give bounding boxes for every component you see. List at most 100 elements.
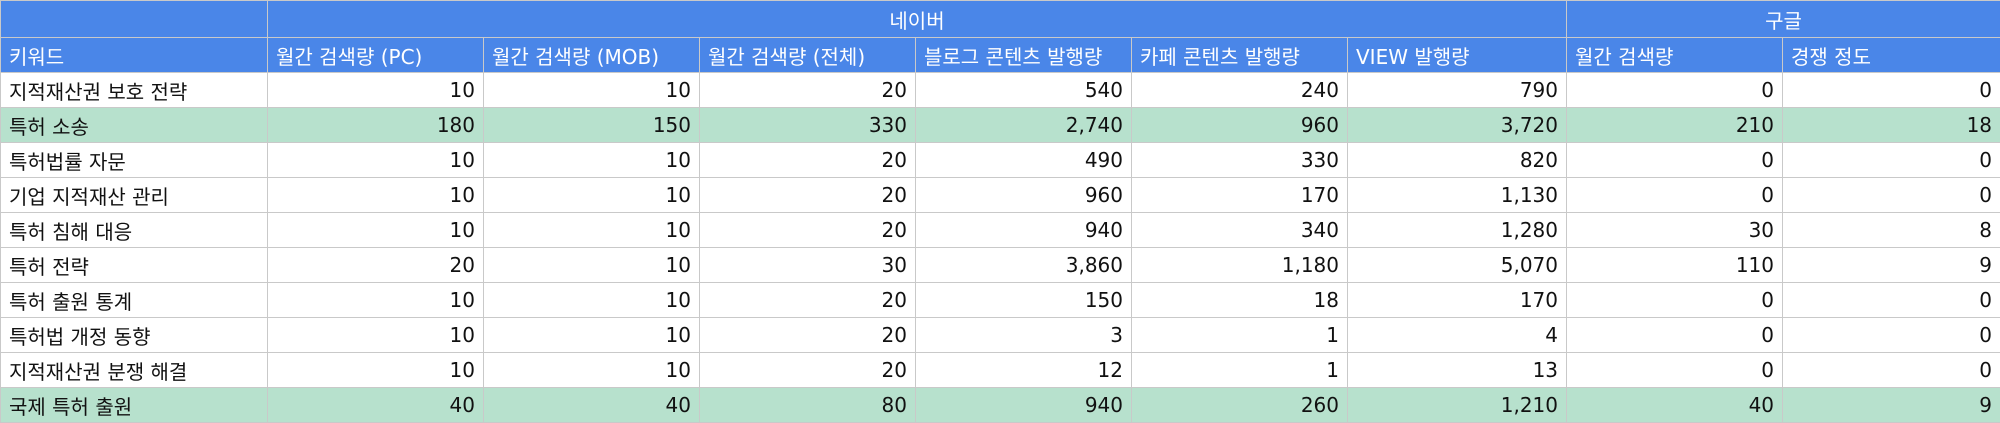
blog-count-cell[interactable]: 3,860 <box>915 247 1132 283</box>
cafe-count-cell[interactable]: 340 <box>1131 212 1348 248</box>
view-count-cell[interactable]: 3,720 <box>1346 107 1568 143</box>
cafe-count-cell[interactable]: 170 <box>1131 177 1348 213</box>
naver-mob-cell[interactable]: 10 <box>483 142 700 178</box>
cafe-count-cell[interactable]: 240 <box>1131 72 1348 108</box>
naver-mob-cell[interactable]: 10 <box>483 177 700 213</box>
naver-total-cell[interactable]: 20 <box>699 177 916 213</box>
naver-pc-cell[interactable]: 180 <box>267 107 484 143</box>
naver-total-cell[interactable]: 20 <box>699 352 916 388</box>
naver-pc-cell[interactable]: 10 <box>267 212 484 248</box>
group-header-naver[interactable]: 네이버 <box>266 0 1568 38</box>
cafe-count-cell[interactable]: 1 <box>1131 352 1348 388</box>
column-header-blog[interactable]: 블로그 콘텐츠 발행량 <box>915 37 1132 73</box>
naver-mob-cell[interactable]: 10 <box>483 282 700 318</box>
keyword-cell[interactable]: 국제 특허 출원 <box>0 387 268 423</box>
cafe-count-cell[interactable]: 960 <box>1131 107 1348 143</box>
cafe-count-cell[interactable]: 260 <box>1131 387 1348 423</box>
cafe-count-cell[interactable]: 1 <box>1131 317 1348 353</box>
naver-pc-cell[interactable]: 10 <box>267 142 484 178</box>
view-count-cell[interactable]: 790 <box>1346 72 1568 108</box>
column-header-view[interactable]: VIEW 발행량 <box>1346 37 1568 73</box>
keyword-cell[interactable]: 기업 지적재산 관리 <box>0 177 268 213</box>
google-search-cell[interactable]: 40 <box>1566 387 1784 423</box>
naver-mob-cell[interactable]: 10 <box>483 352 700 388</box>
competition-cell[interactable]: 0 <box>1782 352 2000 388</box>
naver-pc-cell[interactable]: 10 <box>267 177 484 213</box>
competition-cell[interactable]: 0 <box>1782 177 2000 213</box>
view-count-cell[interactable]: 13 <box>1346 352 1568 388</box>
view-count-cell[interactable]: 5,070 <box>1346 247 1568 283</box>
view-count-cell[interactable]: 1,210 <box>1346 387 1568 423</box>
naver-pc-cell[interactable]: 10 <box>267 317 484 353</box>
google-search-cell[interactable]: 0 <box>1566 72 1784 108</box>
naver-mob-cell[interactable]: 10 <box>483 247 700 283</box>
view-count-cell[interactable]: 170 <box>1346 282 1568 318</box>
google-search-cell[interactable]: 0 <box>1566 282 1784 318</box>
column-header-google-search[interactable]: 월간 검색량 <box>1566 37 1784 73</box>
column-header-naver-pc[interactable]: 월간 검색량 (PC) <box>267 37 484 73</box>
naver-total-cell[interactable]: 20 <box>699 317 916 353</box>
competition-cell[interactable]: 9 <box>1782 247 2000 283</box>
cafe-count-cell[interactable]: 1,180 <box>1131 247 1348 283</box>
naver-total-cell[interactable]: 20 <box>699 282 916 318</box>
blog-count-cell[interactable]: 2,740 <box>915 107 1132 143</box>
blog-count-cell[interactable]: 12 <box>915 352 1132 388</box>
keyword-cell[interactable]: 지적재산권 분쟁 해결 <box>0 352 268 388</box>
naver-total-cell[interactable]: 330 <box>699 107 916 143</box>
naver-mob-cell[interactable]: 10 <box>483 212 700 248</box>
google-search-cell[interactable]: 0 <box>1566 177 1784 213</box>
competition-cell[interactable]: 18 <box>1782 107 2000 143</box>
google-search-cell[interactable]: 0 <box>1566 317 1784 353</box>
naver-mob-cell[interactable]: 40 <box>483 387 700 423</box>
column-header-cafe[interactable]: 카페 콘텐츠 발행량 <box>1131 37 1348 73</box>
competition-cell[interactable]: 0 <box>1782 317 2000 353</box>
competition-cell[interactable]: 0 <box>1782 282 2000 318</box>
keyword-cell[interactable]: 특허 출원 통계 <box>0 282 268 318</box>
naver-pc-cell[interactable]: 10 <box>267 282 484 318</box>
column-header-naver-total[interactable]: 월간 검색량 (전체) <box>699 37 916 73</box>
competition-cell[interactable]: 0 <box>1782 72 2000 108</box>
naver-mob-cell[interactable]: 10 <box>483 317 700 353</box>
cafe-count-cell[interactable]: 330 <box>1131 142 1348 178</box>
competition-cell[interactable]: 9 <box>1782 387 2000 423</box>
google-search-cell[interactable]: 0 <box>1566 352 1784 388</box>
keyword-cell[interactable]: 특허 전략 <box>0 247 268 283</box>
naver-pc-cell[interactable]: 40 <box>267 387 484 423</box>
group-header-blank[interactable] <box>0 0 268 38</box>
blog-count-cell[interactable]: 490 <box>915 142 1132 178</box>
column-header-naver-mob[interactable]: 월간 검색량 (MOB) <box>483 37 700 73</box>
naver-total-cell[interactable]: 20 <box>699 72 916 108</box>
naver-total-cell[interactable]: 80 <box>699 387 916 423</box>
google-search-cell[interactable]: 110 <box>1566 247 1784 283</box>
blog-count-cell[interactable]: 940 <box>915 387 1132 423</box>
naver-pc-cell[interactable]: 10 <box>267 352 484 388</box>
keyword-cell[interactable]: 특허 침해 대응 <box>0 212 268 248</box>
naver-pc-cell[interactable]: 10 <box>267 72 484 108</box>
group-header-google[interactable]: 구글 <box>1566 0 2000 38</box>
google-search-cell[interactable]: 0 <box>1566 142 1784 178</box>
keyword-cell[interactable]: 특허법률 자문 <box>0 142 268 178</box>
naver-pc-cell[interactable]: 20 <box>267 247 484 283</box>
view-count-cell[interactable]: 4 <box>1346 317 1568 353</box>
google-search-cell[interactable]: 210 <box>1566 107 1784 143</box>
competition-cell[interactable]: 8 <box>1782 212 2000 248</box>
cafe-count-cell[interactable]: 18 <box>1131 282 1348 318</box>
keyword-cell[interactable]: 지적재산권 보호 전략 <box>0 72 268 108</box>
keyword-cell[interactable]: 특허 소송 <box>0 107 268 143</box>
blog-count-cell[interactable]: 540 <box>915 72 1132 108</box>
blog-count-cell[interactable]: 940 <box>915 212 1132 248</box>
blog-count-cell[interactable]: 3 <box>915 317 1132 353</box>
naver-mob-cell[interactable]: 10 <box>483 72 700 108</box>
naver-mob-cell[interactable]: 150 <box>483 107 700 143</box>
view-count-cell[interactable]: 820 <box>1346 142 1568 178</box>
naver-total-cell[interactable]: 20 <box>699 142 916 178</box>
blog-count-cell[interactable]: 960 <box>915 177 1132 213</box>
competition-cell[interactable]: 0 <box>1782 142 2000 178</box>
column-header-competition[interactable]: 경쟁 정도 <box>1782 37 2000 73</box>
column-header-keyword[interactable]: 키워드 <box>0 37 268 73</box>
view-count-cell[interactable]: 1,130 <box>1346 177 1568 213</box>
keyword-cell[interactable]: 특허법 개정 동향 <box>0 317 268 353</box>
google-search-cell[interactable]: 30 <box>1566 212 1784 248</box>
view-count-cell[interactable]: 1,280 <box>1346 212 1568 248</box>
blog-count-cell[interactable]: 150 <box>915 282 1132 318</box>
